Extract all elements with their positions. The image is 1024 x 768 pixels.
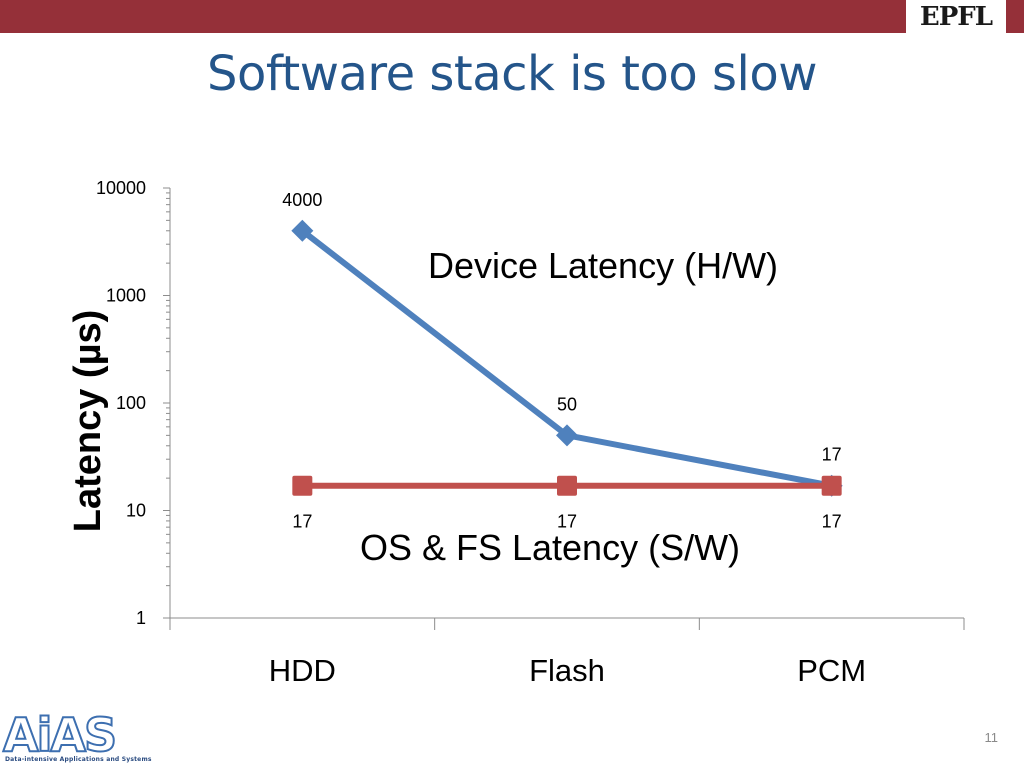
x-tick-label: Flash: [529, 653, 605, 688]
aias-logo-subtitle: Data-intensive Applications and Systems: [5, 756, 152, 763]
y-tick-label: 100: [116, 393, 146, 413]
device-latency-data-label: 17: [822, 445, 842, 465]
y-axis-title: Latency (µs): [67, 310, 109, 533]
y-tick-label: 10000: [96, 178, 146, 198]
device-latency-point: [291, 219, 314, 242]
os-fs-latency-data-label: 17: [292, 512, 312, 532]
page-number: 11: [984, 730, 999, 745]
os-fs-latency-data-label: 17: [557, 512, 577, 532]
y-tick-label: 1000: [106, 286, 146, 306]
os-fs-latency-annotation: OS & FS Latency (S/W): [360, 527, 740, 568]
aias-logo-text: AiAS: [2, 708, 118, 762]
device-latency-data-label: 50: [557, 394, 577, 414]
x-tick-label: PCM: [797, 653, 866, 688]
top-bar: [0, 0, 1024, 33]
os-fs-latency-point: [821, 475, 842, 496]
y-tick-label: 1: [136, 608, 146, 628]
device-latency-data-label: 4000: [282, 190, 322, 210]
x-tick-label: HDD: [269, 653, 336, 688]
slide-title: Software stack is too slow: [207, 46, 817, 102]
device-latency-annotation: Device Latency (H/W): [428, 245, 778, 286]
y-tick-label: 10: [126, 501, 146, 521]
aias-logo: AiAS Data-intensive Applications and Sys…: [2, 708, 151, 764]
epfl-logo: EPFL: [905, 0, 1006, 33]
os-fs-latency-point: [292, 475, 313, 496]
device-latency-point: [556, 424, 578, 447]
os-fs-latency-data-label: 17: [822, 512, 842, 532]
os-fs-latency-point: [557, 475, 577, 496]
